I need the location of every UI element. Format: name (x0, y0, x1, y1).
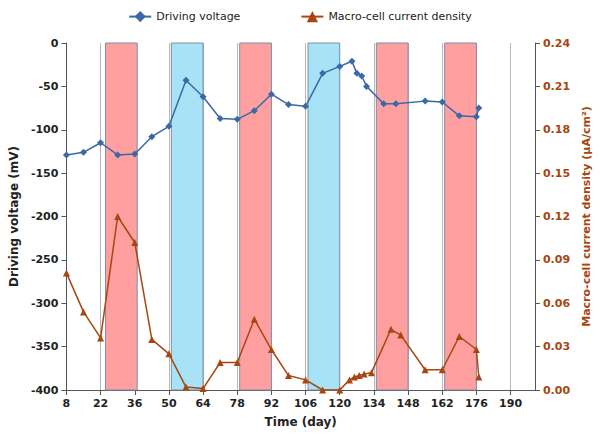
svg-text:-100: -100 (31, 123, 59, 136)
svg-text:Macro-cell current density: Macro-cell current density (328, 10, 472, 23)
svg-text:22: 22 (93, 397, 108, 410)
svg-text:0.09: 0.09 (543, 253, 570, 266)
svg-text:120: 120 (328, 397, 351, 410)
svg-text:-350: -350 (31, 340, 59, 353)
svg-text:0: 0 (51, 37, 59, 50)
svg-text:-250: -250 (31, 253, 59, 266)
svg-text:36: 36 (127, 397, 143, 410)
svg-text:Driving voltage: Driving voltage (156, 10, 240, 23)
svg-text:0.15: 0.15 (543, 167, 570, 180)
svg-text:0.06: 0.06 (543, 297, 570, 310)
svg-text:Macro-cell current density (μA: Macro-cell current density (μA/cm²) (580, 106, 593, 327)
svg-text:134: 134 (362, 397, 385, 410)
svg-text:0.03: 0.03 (543, 340, 570, 353)
svg-text:148: 148 (397, 397, 420, 410)
svg-text:50: 50 (161, 397, 177, 410)
svg-text:176: 176 (465, 397, 488, 410)
svg-text:-150: -150 (31, 167, 59, 180)
svg-text:-200: -200 (31, 210, 59, 223)
svg-text:0.24: 0.24 (543, 37, 570, 50)
svg-text:Time (day): Time (day) (265, 415, 337, 429)
svg-text:8: 8 (63, 397, 71, 410)
svg-text:64: 64 (195, 397, 211, 410)
svg-text:0.18: 0.18 (543, 123, 570, 136)
svg-text:-50: -50 (39, 80, 59, 93)
svg-text:92: 92 (264, 397, 279, 410)
svg-text:106: 106 (294, 397, 317, 410)
svg-text:0.21: 0.21 (543, 80, 570, 93)
svg-text:190: 190 (499, 397, 522, 410)
svg-text:-400: -400 (31, 384, 59, 397)
svg-text:Driving voltage (mV): Driving voltage (mV) (7, 146, 21, 287)
svg-text:78: 78 (230, 397, 245, 410)
svg-text:-300: -300 (31, 297, 59, 310)
svg-text:0.00: 0.00 (543, 384, 570, 397)
svg-text:162: 162 (431, 397, 454, 410)
svg-text:0.12: 0.12 (543, 210, 570, 223)
